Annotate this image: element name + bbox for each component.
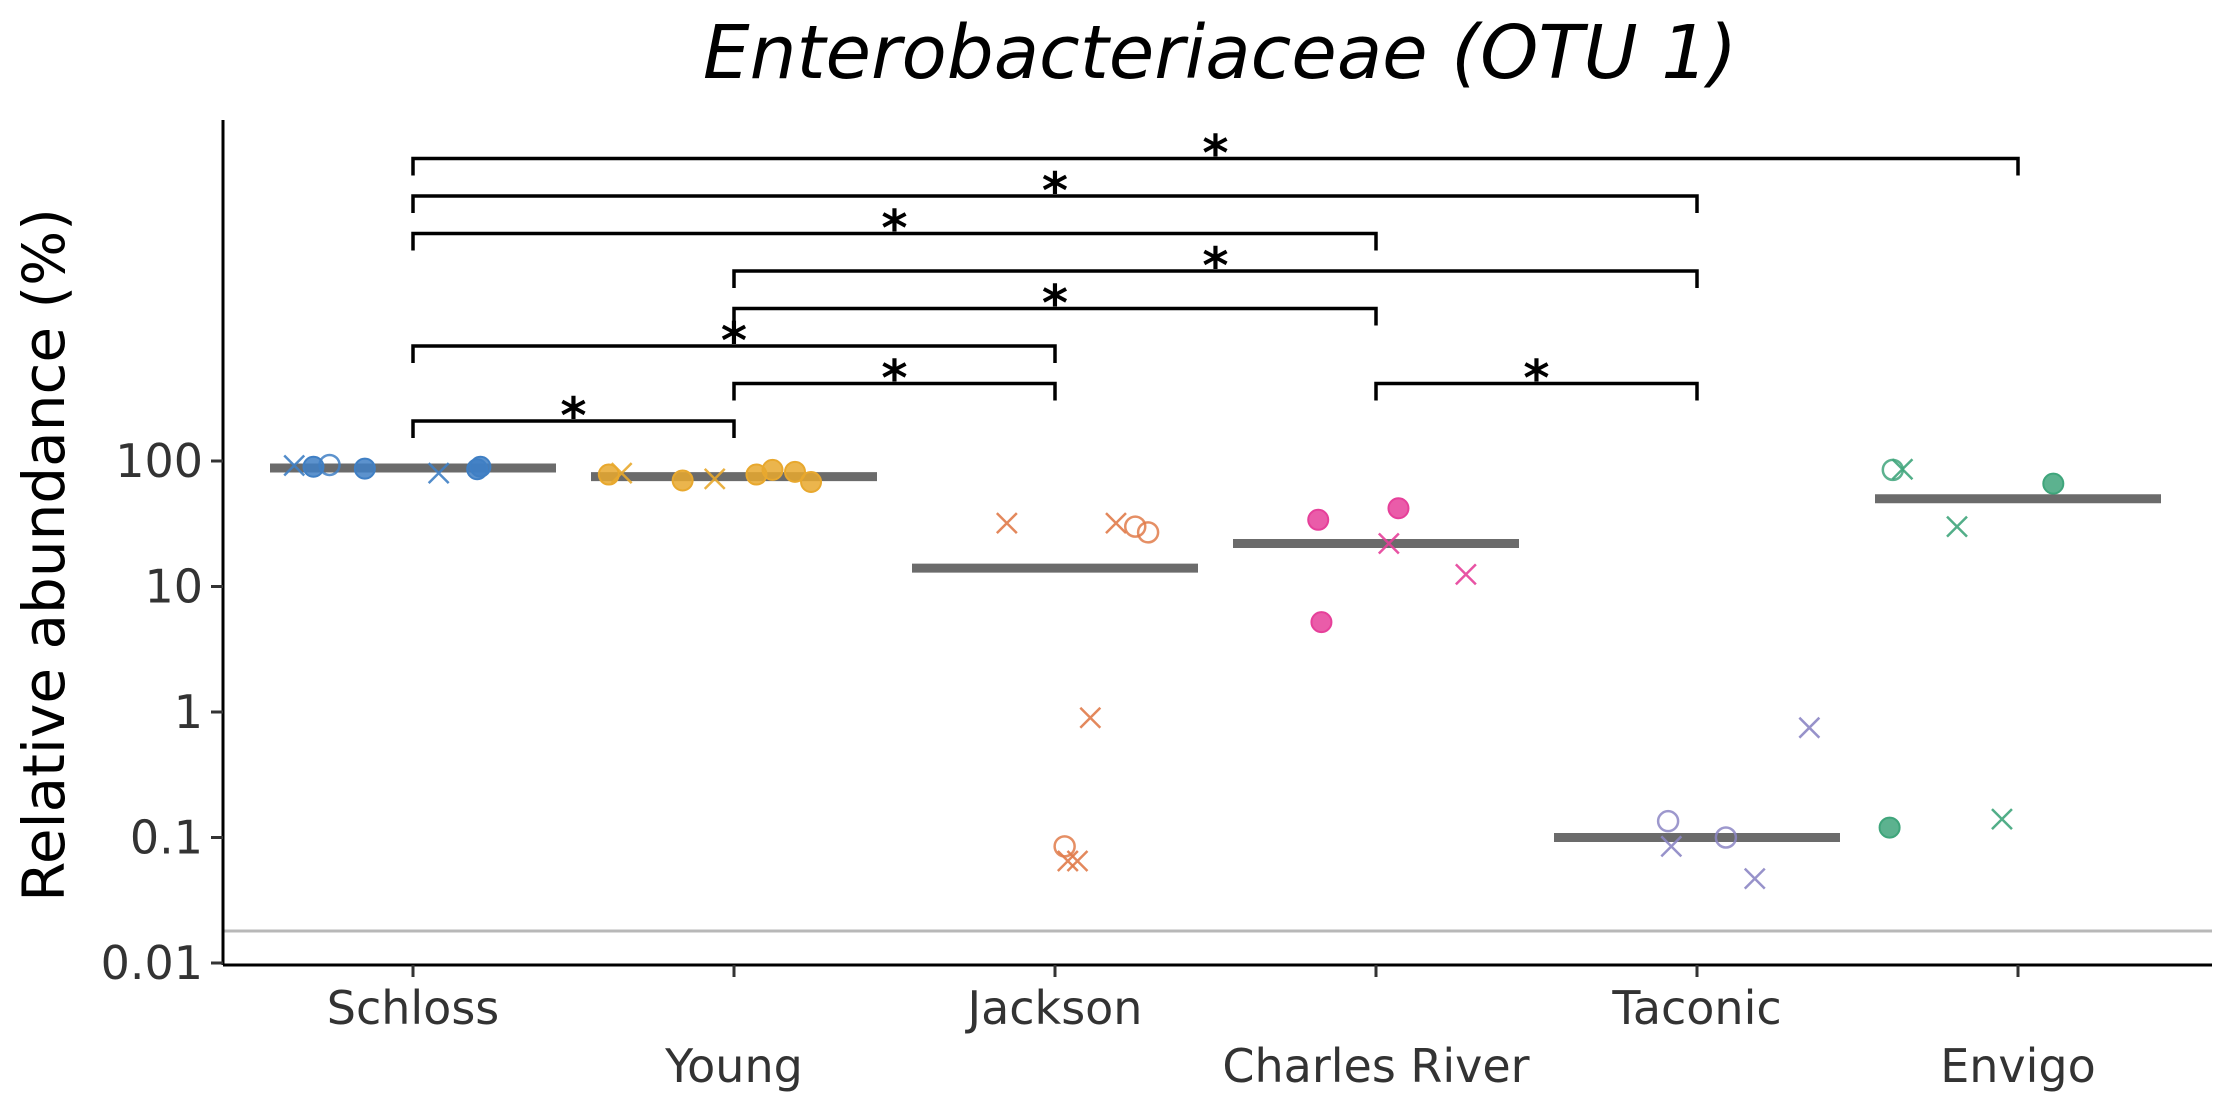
significance-star: * bbox=[881, 350, 907, 408]
data-point-charles-river bbox=[1377, 532, 1400, 555]
x-tick-label-young: Young bbox=[664, 1039, 803, 1093]
data-point-young bbox=[761, 458, 784, 481]
median-bars bbox=[270, 463, 2161, 842]
significance-star: * bbox=[721, 312, 747, 370]
x-tick-label-charles-river: Charles River bbox=[1222, 1039, 1529, 1093]
data-point-jackson bbox=[1105, 512, 1127, 534]
data-point-envigo bbox=[1881, 458, 1905, 482]
significance-star: * bbox=[1202, 125, 1228, 183]
x-tick-label-jackson: Jackson bbox=[965, 981, 1143, 1035]
data-point-taconic bbox=[1656, 809, 1680, 833]
data-point-jackson bbox=[1066, 850, 1089, 872]
data-point-young bbox=[671, 469, 694, 492]
y-tick-label: 0.1 bbox=[130, 811, 203, 865]
significance-star: * bbox=[1202, 237, 1228, 295]
data-point-jackson bbox=[1056, 850, 1079, 872]
y-axis: 0.01 0.1 1 10 100 bbox=[101, 120, 225, 990]
significance-bracket-schloss-jackson bbox=[411, 344, 1057, 363]
data-points bbox=[283, 453, 2065, 890]
data-point-charles-river bbox=[1387, 497, 1410, 520]
data-point-taconic bbox=[1660, 835, 1683, 858]
x-tick-label-taconic: Taconic bbox=[1611, 981, 1781, 1035]
data-point-schloss bbox=[302, 455, 325, 478]
significance-bracket-young-jackson bbox=[732, 381, 1057, 401]
significance-star: * bbox=[881, 200, 907, 258]
data-point-charles-river bbox=[1310, 611, 1333, 634]
data-point-young bbox=[800, 471, 823, 494]
data-point-envigo bbox=[1891, 458, 1914, 481]
data-point-charles-river bbox=[1454, 563, 1477, 586]
data-point-jackson bbox=[995, 512, 1018, 534]
data-point-young bbox=[783, 460, 806, 483]
data-point-jackson bbox=[1079, 706, 1102, 729]
significance-bracket-schloss-envigo bbox=[411, 156, 2020, 176]
significance-star: * bbox=[1523, 350, 1549, 408]
y-tick-label: 100 bbox=[115, 434, 203, 488]
significance-bracket-charles-river-taconic bbox=[1374, 381, 1699, 401]
data-point-jackson bbox=[1053, 835, 1076, 858]
significance-bracket-schloss-taconic bbox=[411, 194, 1699, 213]
x-axis: Schloss Young Jackson Charles River Taconic E… bbox=[223, 963, 2212, 1093]
data-point-envigo bbox=[1946, 515, 1968, 538]
significance-star: * bbox=[1042, 275, 1068, 333]
data-point-schloss bbox=[469, 455, 492, 478]
significance-star: * bbox=[1042, 162, 1068, 220]
data-point-young bbox=[703, 468, 726, 490]
y-axis-label: Relative abundance (%) bbox=[10, 208, 78, 902]
data-point-taconic bbox=[1743, 867, 1766, 890]
significance-bracket-young-charles-river bbox=[732, 306, 1378, 326]
y-tick-label: 1 bbox=[174, 685, 203, 739]
data-point-envigo bbox=[1991, 808, 2013, 831]
data-point-envigo bbox=[2042, 472, 2065, 495]
chart-title: Enterobacteriaceae (OTU 1) bbox=[703, 10, 1737, 96]
significance-bracket-schloss-young bbox=[411, 419, 736, 438]
x-tick-label-envigo: Envigo bbox=[1940, 1039, 2096, 1093]
data-point-envigo bbox=[1878, 816, 1901, 839]
data-point-young bbox=[610, 462, 633, 485]
data-point-schloss bbox=[318, 453, 341, 477]
x-tick-label-schloss: Schloss bbox=[327, 981, 500, 1035]
data-point-jackson bbox=[1136, 521, 1160, 544]
data-point-schloss bbox=[427, 462, 450, 485]
data-point-taconic bbox=[1798, 716, 1821, 739]
data-point-jackson bbox=[1124, 515, 1147, 538]
data-point-schloss bbox=[353, 457, 376, 480]
data-point-taconic bbox=[1714, 826, 1738, 849]
y-tick-label: 0.01 bbox=[101, 936, 203, 990]
significance-star: * bbox=[560, 387, 586, 445]
significance-bracket-schloss-charles-river bbox=[411, 231, 1378, 251]
significance-brackets: * * * * * * * * * bbox=[411, 125, 2020, 445]
data-point-charles-river bbox=[1307, 508, 1330, 531]
data-point-schloss bbox=[283, 454, 306, 477]
y-tick-label: 10 bbox=[144, 560, 203, 614]
significance-bracket-young-taconic bbox=[732, 269, 1699, 288]
